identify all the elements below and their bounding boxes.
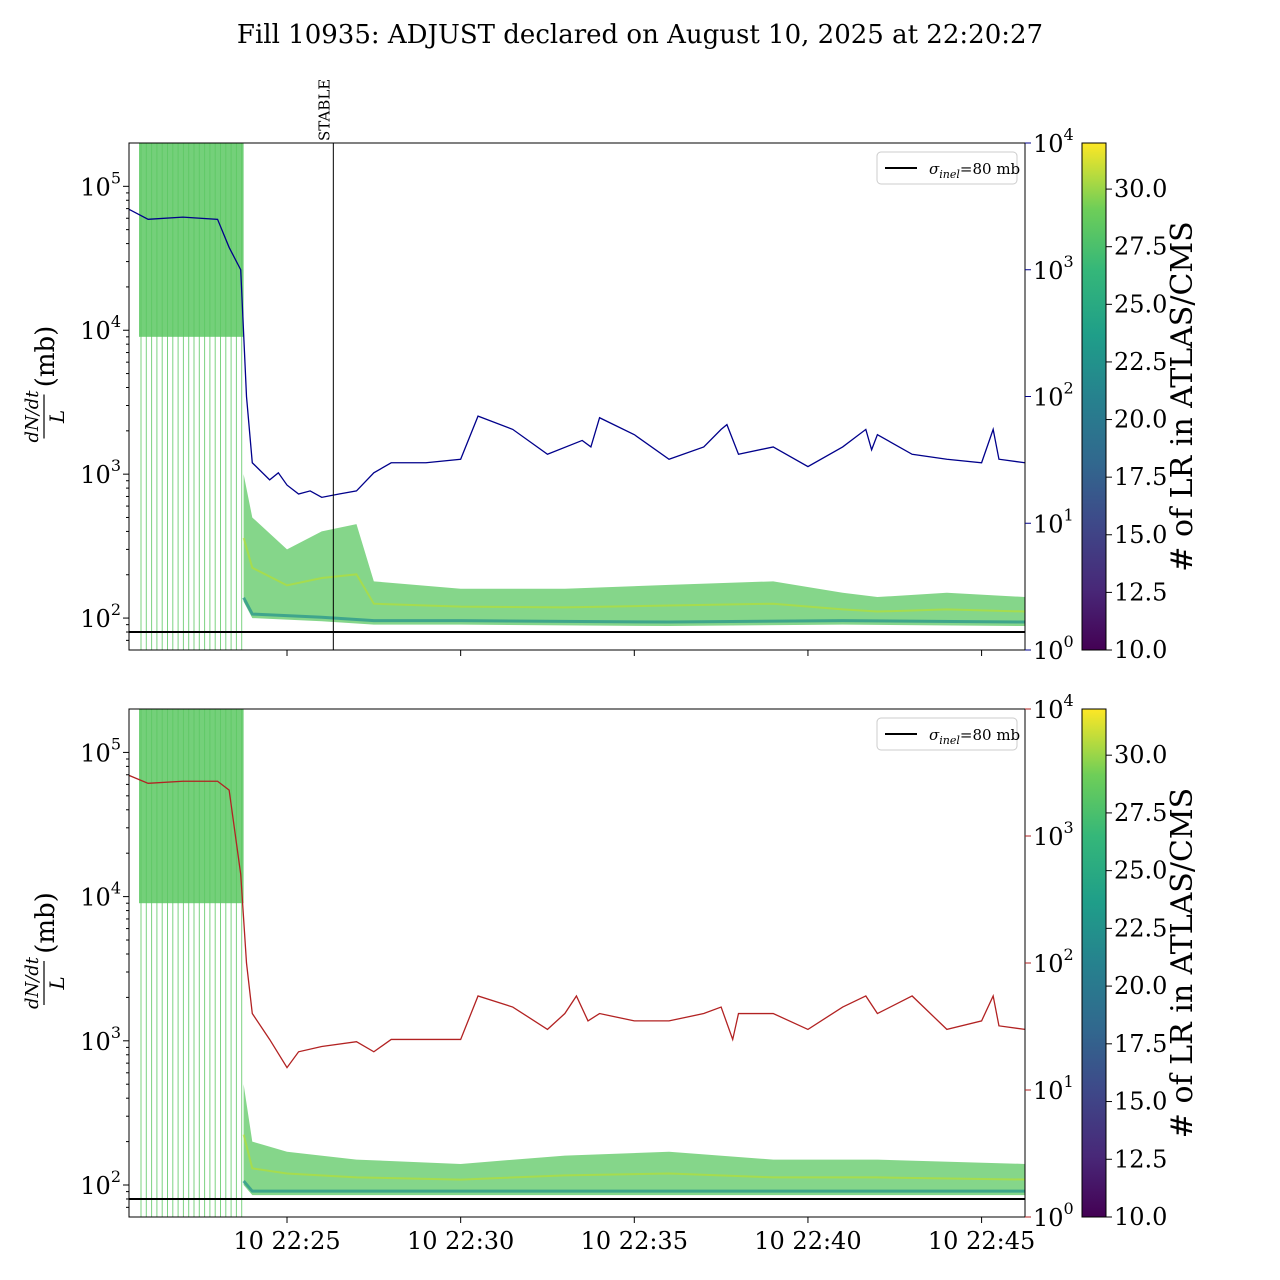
colorbar-label: # of LR in ATLAS/CMS: [1165, 788, 1200, 1138]
y-axis-label-denominator: L: [45, 976, 69, 990]
colorbar-tick-label: 22.5: [1114, 348, 1167, 376]
y-axis-label-numerator: dN/dt: [22, 956, 43, 1009]
y-axis-label-denominator: L: [45, 410, 69, 424]
colorbar: 10.0 12.5 15.0 17.5 20.0 22.5 25.0 27.5 30.0 # of…: [1081, 142, 1200, 664]
panel-top: STABLE 102 103 104 105 100 101 102 103 104 dN/dt L (…: [22, 79, 1200, 665]
right-axis-series-line: [129, 774, 1025, 1069]
colorbar-tick-label: 27.5: [1114, 799, 1167, 827]
lr-rate-band: [243, 903, 1025, 1196]
colorbar-tick-label: 17.5: [1114, 1030, 1167, 1058]
colorbar-tick-label: 10.0: [1114, 636, 1167, 664]
y-axis-label-unit: (mb): [31, 326, 61, 388]
y2-tick-label: 103: [1033, 252, 1074, 285]
y2-tick-label: 101: [1033, 1072, 1074, 1105]
y-tick-label: 103: [80, 1023, 121, 1056]
axes-frame: [128, 708, 1026, 1218]
y-axis-label: dN/dt L (mb): [22, 892, 69, 1009]
x-tick-label: 10 22:30: [407, 1227, 514, 1255]
y2-tick-label: 101: [1033, 505, 1074, 538]
injection-band: [139, 143, 244, 337]
y2-tick-label: 100: [1033, 632, 1074, 665]
stable-marker-label: STABLE: [315, 79, 333, 141]
y2-tick-label: 100: [1033, 1199, 1074, 1232]
colorbar-tick-label: 27.5: [1114, 233, 1167, 261]
colorbar-tick-label: 22.5: [1114, 914, 1167, 942]
plot-area-top: [129, 143, 1025, 650]
x-tick-label: 10 22:45: [928, 1227, 1035, 1255]
colorbar-tick-label: 20.0: [1114, 972, 1167, 1000]
plot-area-bottom: [129, 709, 1025, 1217]
figure-title: Fill 10935: ADJUST declared on August 10…: [236, 20, 1044, 50]
colorbar-tick-label: 10.0: [1114, 1203, 1167, 1231]
y-tick-label: 105: [80, 734, 121, 767]
y2-tick-label: 104: [1033, 691, 1074, 724]
colorbar-tick-label: 30.0: [1114, 741, 1167, 769]
colorbar-tick-label: 15.0: [1114, 521, 1167, 549]
y2-tick-label: 102: [1033, 945, 1074, 978]
lr-rate-band-edge: [242, 596, 1025, 624]
colorbar-tick-label: 15.0: [1114, 1088, 1167, 1116]
right-axis-series-line: [129, 208, 1025, 499]
x-tick-label: 10 22:35: [581, 1227, 688, 1255]
colorbar-tick-label: 17.5: [1114, 463, 1167, 491]
panel-bottom: 102 103 104 105 100 101 102 103 104 dN/dt L (mb) 10 …: [22, 691, 1200, 1255]
y-tick-label: 102: [80, 1167, 121, 1200]
legend-entry: σinel=80 mb: [929, 160, 1020, 181]
y-axis-label-numerator: dN/dt: [22, 390, 43, 443]
x-tick-label: 10 22:25: [233, 1227, 340, 1255]
y-axis-label-unit: (mb): [31, 892, 61, 954]
lr-rate-band-mid: [242, 537, 1025, 613]
lr-rate-band-mid: [242, 1134, 1025, 1181]
colorbar-tick-label: 25.0: [1114, 290, 1167, 318]
y2-tick-label: 104: [1033, 125, 1074, 158]
y-axis-label: dN/dt L (mb): [22, 326, 69, 443]
injection-band: [139, 709, 244, 904]
colorbar-gradient: [1081, 708, 1107, 1218]
legend-box: [876, 717, 1018, 751]
colorbar-tick-label: 25.0: [1114, 857, 1167, 885]
y-tick-label: 105: [80, 168, 121, 201]
legend-box: [876, 151, 1018, 185]
colorbar-tick-label: 12.5: [1114, 578, 1167, 606]
y2-tick-label: 103: [1033, 818, 1074, 851]
colorbar: 10.0 12.5 15.0 17.5 20.0 22.5 25.0 27.5 30.0 # of…: [1081, 708, 1200, 1231]
y-tick-label: 104: [80, 312, 121, 345]
y-tick-label: 102: [80, 600, 121, 633]
colorbar-tick-label: 20.0: [1114, 406, 1167, 434]
lr-rate-band: [243, 336, 1025, 627]
colorbar-gradient: [1081, 142, 1107, 651]
x-tick-label: 10 22:40: [754, 1227, 861, 1255]
y2-tick-label: 102: [1033, 379, 1074, 412]
y-tick-label: 104: [80, 879, 121, 912]
colorbar-label: # of LR in ATLAS/CMS: [1165, 221, 1200, 571]
lr-rate-band-edge: [242, 1180, 1025, 1193]
colorbar-tick-label: 30.0: [1114, 175, 1167, 203]
legend-entry: σinel=80 mb: [929, 726, 1020, 747]
colorbar-tick-label: 12.5: [1114, 1145, 1167, 1173]
y-tick-label: 103: [80, 456, 121, 489]
